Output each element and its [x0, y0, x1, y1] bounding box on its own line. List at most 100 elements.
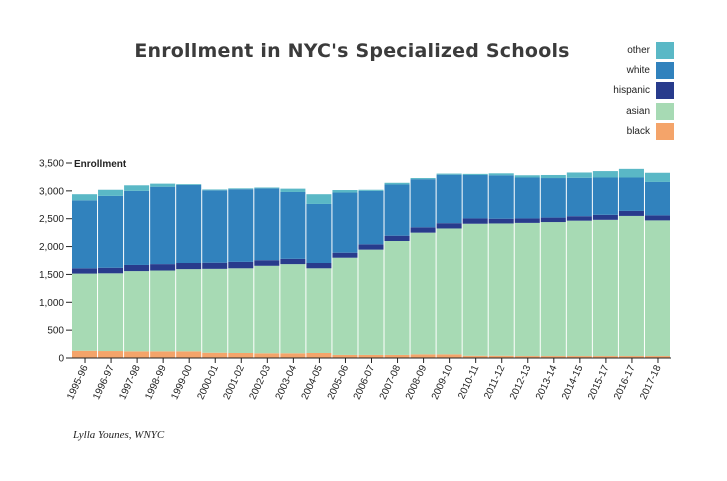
bar-segment-asian: [592, 219, 618, 357]
x-tick-label: 2010-11: [456, 363, 481, 401]
bar-segment-hispanic: [98, 267, 124, 274]
bar-segment-black: [124, 351, 150, 358]
bar-segment-hispanic: [72, 268, 98, 274]
bar-segment-white: [332, 192, 358, 253]
bar-segment-black: [436, 354, 462, 358]
x-tick-label: 2002-03: [248, 363, 274, 401]
bar-segment-other: [592, 171, 618, 178]
bar-segment-black: [488, 355, 514, 358]
bar-segment-hispanic: [592, 214, 618, 220]
bar-segment-asian: [540, 222, 566, 357]
x-tick-label: 2006-07: [352, 363, 378, 401]
bar-segment-black: [228, 352, 254, 358]
bar-segment-black: [306, 352, 332, 358]
bar-segment-black: [332, 354, 358, 358]
bar-segment-hispanic: [176, 263, 202, 270]
bar-segment-black: [254, 353, 280, 358]
bar-segment-asian: [488, 223, 514, 356]
bar-segment-hispanic: [436, 223, 462, 229]
x-tick-label: 2003-04: [274, 363, 300, 401]
legend-label: black: [626, 125, 650, 137]
bar-segment-hispanic: [462, 218, 488, 224]
bar-segment-white: [514, 177, 540, 219]
bar-segment-other: [384, 182, 410, 185]
x-tick-label: 2005-06: [326, 363, 352, 401]
x-tick-label: 1997-98: [117, 363, 143, 401]
bar-segment-white: [98, 195, 124, 268]
legend-item-hispanic: hispanic: [613, 82, 674, 100]
bar-segment-black: [618, 356, 644, 358]
bar-segment-white: [306, 203, 332, 264]
bar-segment-black: [150, 351, 176, 358]
bar-segment-hispanic: [618, 210, 644, 216]
bar-segment-white: [436, 174, 462, 224]
bar-segment-hispanic: [644, 215, 670, 221]
bar-segment-asian: [98, 273, 124, 352]
legend: other white hispanic asian black: [613, 42, 674, 143]
bar-segment-black: [176, 351, 202, 358]
bar-segment-white: [462, 174, 488, 219]
bar-segment-white: [124, 190, 150, 265]
x-tick-label: 2017-18: [638, 363, 664, 401]
bar-segment-other: [488, 173, 514, 176]
x-tick-label: 2015-17: [586, 363, 612, 401]
bar-segment-other: [280, 188, 306, 192]
legend-label: hispanic: [613, 85, 650, 97]
bar-segment-other: [332, 190, 358, 193]
bar-segment-asian: [150, 270, 176, 352]
x-tick-label: 1995-96: [65, 363, 91, 401]
y-tick-label: 1,000: [39, 298, 64, 309]
x-tick-label: 2013-14: [534, 363, 560, 401]
chart-title: Enrollment in NYC's Specialized Schools: [134, 40, 570, 62]
bar-segment-white: [540, 178, 566, 218]
bar-segment-asian: [462, 223, 488, 356]
bar-segment-hispanic: [228, 261, 254, 269]
bar-segment-hispanic: [410, 227, 436, 233]
bar-segment-other: [410, 178, 436, 180]
bar-segment-asian: [566, 220, 592, 357]
bar-segment-other: [436, 173, 462, 175]
legend-swatch-asian: [656, 102, 674, 120]
y-tick-label: 3,000: [39, 186, 64, 197]
x-tick-label: 2009-10: [430, 363, 456, 401]
bar-segment-other: [176, 184, 202, 186]
legend-item-asian: asian: [613, 102, 674, 120]
x-tick-label: 1999-00: [169, 363, 195, 401]
bar-segment-asian: [124, 271, 150, 352]
legend-item-black: black: [613, 122, 674, 140]
bar-segment-asian: [410, 232, 436, 355]
y-tick-label: 1,500: [39, 270, 64, 281]
legend-swatch-black: [656, 122, 674, 140]
bar-segment-asian: [618, 215, 644, 357]
bar-segment-black: [540, 356, 566, 358]
legend-swatch-other: [656, 42, 674, 59]
legend-swatch-hispanic: [656, 82, 674, 100]
bar-segment-asian: [280, 264, 306, 354]
x-tick-label: 1996-97: [91, 363, 117, 401]
bar-segment-asian: [306, 268, 332, 353]
bar-segment-asian: [384, 241, 410, 355]
bar-segment-black: [98, 351, 124, 358]
x-tick-label: 2011-12: [482, 363, 507, 401]
x-tick-label: 2012-13: [508, 363, 534, 401]
bar-segment-black: [514, 356, 540, 358]
bar-segment-black: [358, 354, 384, 358]
x-axis: 1995-96 1996-97 1997-98 1998-99 1999-00 2000-…: [65, 357, 671, 402]
bar-segment-black: [72, 350, 98, 358]
x-tick-label: 2007-08: [378, 363, 404, 401]
bar-segment-hispanic: [488, 218, 514, 224]
bar-segment-black: [384, 354, 410, 358]
x-tick-label: 2016-17: [612, 363, 638, 401]
bar-segment-other: [306, 194, 332, 204]
bar-segment-white: [202, 190, 228, 263]
bar-segment-asian: [358, 249, 384, 355]
bar-segment-other: [98, 189, 124, 196]
bar-segment-hispanic: [124, 264, 150, 272]
bar-segment-asian: [176, 269, 202, 352]
bar-segment-asian: [202, 268, 228, 353]
bar-segment-asian: [332, 257, 358, 355]
bar-segment-white: [72, 200, 98, 269]
bar-segment-hispanic: [202, 262, 228, 269]
bar-segment-white: [280, 191, 306, 259]
bar-segment-white: [644, 181, 670, 216]
